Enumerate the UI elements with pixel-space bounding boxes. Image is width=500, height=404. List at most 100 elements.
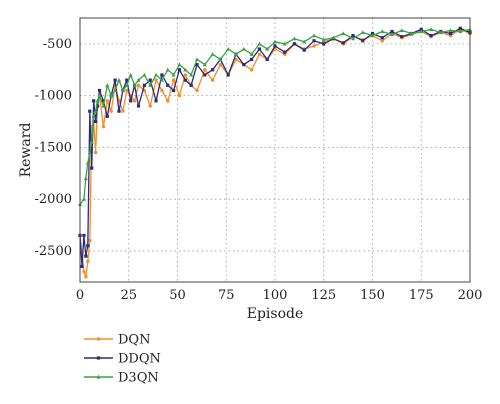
data-point-ddqn xyxy=(189,83,193,87)
data-point-ddqn xyxy=(97,88,102,93)
data-point-ddqn xyxy=(458,26,462,30)
data-point-ddqn xyxy=(183,78,187,82)
data-point-ddqn xyxy=(80,264,84,269)
x-tick-label: 25 xyxy=(120,288,137,303)
data-point-ddqn xyxy=(312,39,316,43)
data-point-ddqn xyxy=(257,47,261,51)
data-point-d3qn xyxy=(142,72,147,77)
data-point-dqn xyxy=(93,150,98,155)
legend-label-d3qn: D3QN xyxy=(118,371,159,386)
series-line-d3qn xyxy=(79,28,471,205)
data-point-d3qn xyxy=(331,35,336,40)
data-point-d3qn xyxy=(120,88,125,93)
data-point-dqn xyxy=(183,73,187,77)
data-point-dqn xyxy=(312,44,316,48)
data-point-ddqn xyxy=(351,34,355,38)
tick-labels: 0 25 50 75 100 125 150 175 200 -2500 -2000 -1500 -10… xyxy=(35,37,483,303)
data-point-d3qn xyxy=(83,176,88,181)
data-point-d3qn xyxy=(148,83,153,87)
data-point-ddqn xyxy=(390,29,394,34)
data-point-d3qn xyxy=(132,83,137,87)
data-point-d3qn xyxy=(273,39,277,44)
data-point-d3qn xyxy=(202,62,207,67)
y-tick-label: -1000 xyxy=(35,89,72,104)
data-point-d3qn xyxy=(105,83,110,87)
data-point-d3qn xyxy=(429,27,433,31)
data-point-d3qn xyxy=(226,46,231,51)
legend: DQN DDQN D3QN xyxy=(84,333,161,386)
data-point-d3qn xyxy=(390,32,394,37)
data-point-d3qn xyxy=(265,46,270,51)
y-tick-label: -2500 xyxy=(35,244,72,259)
data-point-dqn xyxy=(105,99,110,103)
data-point-ddqn xyxy=(90,166,94,170)
data-point-ddqn xyxy=(86,244,90,248)
data-point-dqn xyxy=(132,99,137,103)
data-point-d3qn xyxy=(87,150,92,155)
data-point-ddqn xyxy=(172,88,176,93)
data-point-d3qn xyxy=(85,160,90,165)
data-point-ddqn xyxy=(177,68,182,72)
x-tick-label: 50 xyxy=(169,288,186,303)
legend-marker-d3qn xyxy=(96,374,101,379)
legend-item-d3qn: D3QN xyxy=(84,371,159,386)
data-point-ddqn xyxy=(292,42,297,46)
data-point-d3qn xyxy=(128,72,133,77)
data-point-ddqn xyxy=(117,109,121,113)
data-point-d3qn xyxy=(109,93,114,98)
data-point-dqn xyxy=(234,57,238,62)
x-tick-label: 150 xyxy=(360,288,385,303)
data-point-d3qn xyxy=(380,29,385,34)
data-point-dqn xyxy=(154,78,158,82)
data-point-ddqn xyxy=(148,78,152,82)
data-point-dqn xyxy=(88,238,92,243)
data-point-d3qn xyxy=(89,140,94,144)
y-tick-label: -2000 xyxy=(35,192,72,207)
data-point-ddqn xyxy=(265,57,269,62)
data-point-d3qn xyxy=(292,36,297,41)
data-point-dqn xyxy=(148,104,152,108)
data-point-d3qn xyxy=(218,57,223,62)
data-point-d3qn xyxy=(95,98,100,103)
data-point-d3qn xyxy=(154,72,159,77)
series-d3qn xyxy=(78,27,472,206)
legend-marker-dqn xyxy=(96,337,101,341)
data-point-ddqn xyxy=(400,35,404,39)
data-point-ddqn xyxy=(92,99,96,103)
data-point-d3qn xyxy=(210,52,215,56)
data-point-d3qn xyxy=(438,30,443,35)
data-point-dqn xyxy=(125,88,129,93)
data-point-dqn xyxy=(171,78,176,82)
x-tick-label: 125 xyxy=(311,288,336,303)
data-point-dqn xyxy=(121,109,125,113)
data-point-d3qn xyxy=(117,77,121,82)
data-point-d3qn xyxy=(360,30,365,35)
data-point-d3qn xyxy=(183,67,188,72)
data-point-d3qn xyxy=(171,72,176,77)
data-point-d3qn xyxy=(91,114,96,118)
x-tick-label: 100 xyxy=(263,288,288,303)
data-point-ddqn xyxy=(195,62,199,67)
data-point-d3qn xyxy=(234,52,238,56)
data-point-ddqn xyxy=(250,57,254,62)
data-point-ddqn xyxy=(242,62,246,67)
data-point-ddqn xyxy=(166,83,170,87)
data-point-d3qn xyxy=(321,37,326,42)
data-point-d3qn xyxy=(351,36,355,41)
data-point-d3qn xyxy=(81,196,86,201)
data-point-d3qn xyxy=(241,46,246,51)
data-point-d3qn xyxy=(195,57,199,62)
data-point-dqn xyxy=(84,275,88,279)
data-point-ddqn xyxy=(95,104,100,108)
data-point-ddqn xyxy=(105,114,109,118)
data-point-dqn xyxy=(257,52,262,56)
data-point-ddqn xyxy=(160,73,164,77)
data-point-d3qn xyxy=(101,103,106,108)
data-point-ddqn xyxy=(142,83,146,87)
x-axis-title: Episode xyxy=(247,306,304,322)
data-point-dqn xyxy=(210,78,215,82)
data-point-d3qn xyxy=(409,31,414,36)
data-point-d3qn xyxy=(177,62,182,67)
legend-marker-ddqn xyxy=(96,356,101,360)
